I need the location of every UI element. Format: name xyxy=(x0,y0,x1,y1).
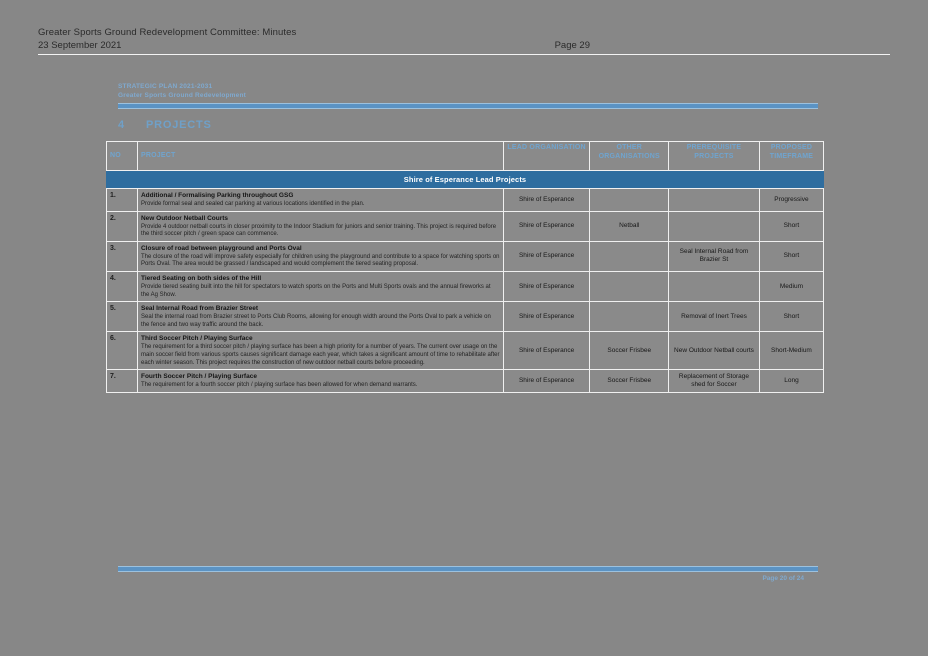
project-title: Additional / Formalising Parking through… xyxy=(140,192,294,199)
document-date: 23 September 2021 xyxy=(38,40,122,51)
cell-lead-organisation: Shire of Esperance xyxy=(502,210,591,242)
document-footer: Page 20 of 24 xyxy=(118,566,818,582)
section-heading: 4 PROJECTS xyxy=(118,119,212,131)
cell-other-organisations xyxy=(589,270,669,303)
cell-proposed-timeframe: Short xyxy=(758,240,825,272)
table-row: 5. Seal Internal Road from Brazier Street… xyxy=(106,301,825,333)
document-title: Greater Sports Ground Redevelopment Comm… xyxy=(38,27,297,38)
section-title: PROJECTS xyxy=(146,119,212,131)
table-row: 2. New Outdoor Netball Courts Provide 4 ou… xyxy=(106,210,825,242)
cell-other-organisations: Soccer Frisbee xyxy=(589,331,669,371)
plan-banner-line-2: Greater Sports Ground Redevelopment xyxy=(118,91,246,99)
project-title: Seal Internal Road from Brazier Street xyxy=(140,305,259,313)
cell-proposed-timeframe: Short xyxy=(758,210,825,242)
column-header-project: PROJECT xyxy=(136,141,504,171)
cell-prerequisite-projects: New Outdoor Netball courts xyxy=(668,331,760,371)
projects-table-head: NO PROJECT LEAD ORGANISATION OTHER ORGAN… xyxy=(106,141,825,171)
cell-lead-organisation: Shire of Esperance xyxy=(502,369,591,393)
cell-row-number: 4. xyxy=(106,270,138,303)
cell-lead-organisation: Shire of Esperance xyxy=(502,188,591,212)
column-header-proposed-timeframe: PROPOSED TIMEFRAME xyxy=(758,141,825,171)
cell-project: Third Soccer Pitch / Playing Surface The … xyxy=(136,331,504,371)
footer-rule xyxy=(118,566,818,572)
cell-row-number: 6. xyxy=(106,331,138,371)
cell-lead-organisation: Shire of Esperance xyxy=(502,270,591,303)
plan-banner-line-1: STRATEGIC PLAN 2021-2031 xyxy=(118,83,213,90)
cell-prerequisite-projects xyxy=(668,188,760,212)
table-row: 3. Closure of road between playground and… xyxy=(106,240,825,272)
project-description: The requirement for a fourth soccer pitc… xyxy=(140,382,418,389)
projects-table-body: Shire of Esperance Lead Projects 1. Additi… xyxy=(106,170,825,393)
table-header-row: NO PROJECT LEAD ORGANISATION OTHER ORGAN… xyxy=(106,141,825,171)
document-running-header: Greater Sports Ground Redevelopment Comm… xyxy=(38,26,890,55)
cell-proposed-timeframe: Medium xyxy=(758,270,825,303)
table-row: 7. Fourth Soccer Pitch / Playing Surface T… xyxy=(106,369,825,393)
plan-banner-rule xyxy=(118,103,818,109)
table-group-title: Shire of Esperance Lead Projects xyxy=(106,170,824,189)
cell-project: Tiered Seating on both sides of the Hill… xyxy=(136,270,504,303)
cell-lead-organisation: Shire of Esperance xyxy=(502,301,591,333)
cell-project: Seal Internal Road from Brazier Street Se… xyxy=(136,301,504,333)
project-title: Closure of road between playground and P… xyxy=(140,244,302,252)
cell-other-organisations: Soccer Frisbee xyxy=(589,369,669,393)
cell-row-number: 1. xyxy=(106,188,138,212)
cell-project: Additional / Formalising Parking through… xyxy=(136,188,504,212)
column-header-other-organisations: OTHER ORGANISATIONS xyxy=(589,141,669,171)
project-description: Provide 4 outdoor netball courts in clos… xyxy=(140,223,497,238)
cell-proposed-timeframe: Short-Medium xyxy=(758,331,825,371)
header-page-label: Page 29 xyxy=(554,40,590,51)
projects-table: NO PROJECT LEAD ORGANISATION OTHER ORGAN… xyxy=(106,141,825,393)
section-number: 4 xyxy=(118,119,125,131)
project-title: Tiered Seating on both sides of the Hill xyxy=(140,274,262,282)
table-group-row: Shire of Esperance Lead Projects xyxy=(106,170,824,189)
cell-row-number: 5. xyxy=(106,301,138,333)
footer-page-label: Page 20 of 24 xyxy=(762,575,804,582)
header-divider xyxy=(38,54,890,55)
project-title: New Outdoor Netball Courts xyxy=(140,214,229,222)
table-row: 1. Additional / Formalising Parking throu… xyxy=(106,188,825,212)
project-description: Provide formal seal and sealed car parki… xyxy=(140,201,365,207)
cell-project: Closure of road between playground and P… xyxy=(136,240,504,272)
cell-row-number: 3. xyxy=(106,240,138,272)
project-title: Fourth Soccer Pitch / Playing Surface xyxy=(140,373,257,381)
cell-row-number: 7. xyxy=(106,369,138,393)
project-title: Third Soccer Pitch / Playing Surface xyxy=(140,335,253,343)
cell-lead-organisation: Shire of Esperance xyxy=(502,240,591,272)
column-header-no: NO xyxy=(106,141,138,171)
cell-project: Fourth Soccer Pitch / Playing Surface The… xyxy=(136,369,504,393)
cell-other-organisations xyxy=(589,301,669,333)
column-header-prerequisite-projects: PREREQUISITE PROJECTS xyxy=(668,141,760,171)
cell-prerequisite-projects: Removal of Inert Trees xyxy=(668,301,760,333)
table-row: 6. Third Soccer Pitch / Playing Surface Th… xyxy=(106,331,825,371)
cell-other-organisations xyxy=(589,188,669,212)
cell-other-organisations: Netball xyxy=(589,210,669,242)
cell-proposed-timeframe: Long xyxy=(758,369,825,393)
cell-proposed-timeframe: Progressive xyxy=(758,188,825,212)
cell-prerequisite-projects: Replacement of Storage shed for Soccer xyxy=(668,369,760,393)
cell-prerequisite-projects xyxy=(668,270,760,303)
cell-prerequisite-projects: Seal Internal Road from Brazier St xyxy=(668,240,760,272)
project-description: The closure of the road will improve saf… xyxy=(140,253,500,268)
cell-other-organisations xyxy=(589,240,669,272)
strategic-plan-banner: STRATEGIC PLAN 2021-2031 Greater Sports … xyxy=(118,83,818,109)
cell-prerequisite-projects xyxy=(668,210,760,242)
header-meta-line: 23 September 2021 Page 29 xyxy=(38,39,890,52)
project-description: Seal the internal road from Brazier stre… xyxy=(140,314,491,328)
column-header-lead-organisation: LEAD ORGANISATION xyxy=(502,141,591,171)
table-row: 4. Tiered Seating on both sides of the Hi… xyxy=(106,270,825,303)
cell-proposed-timeframe: Short xyxy=(758,301,825,333)
cell-row-number: 2. xyxy=(106,210,138,242)
project-description: The requirement for a third soccer pitch… xyxy=(140,344,500,366)
cell-lead-organisation: Shire of Esperance xyxy=(502,331,591,371)
cell-project: New Outdoor Netball Courts Provide 4 outd… xyxy=(136,210,504,242)
project-description: Provide tiered seating built into the hi… xyxy=(140,283,491,298)
